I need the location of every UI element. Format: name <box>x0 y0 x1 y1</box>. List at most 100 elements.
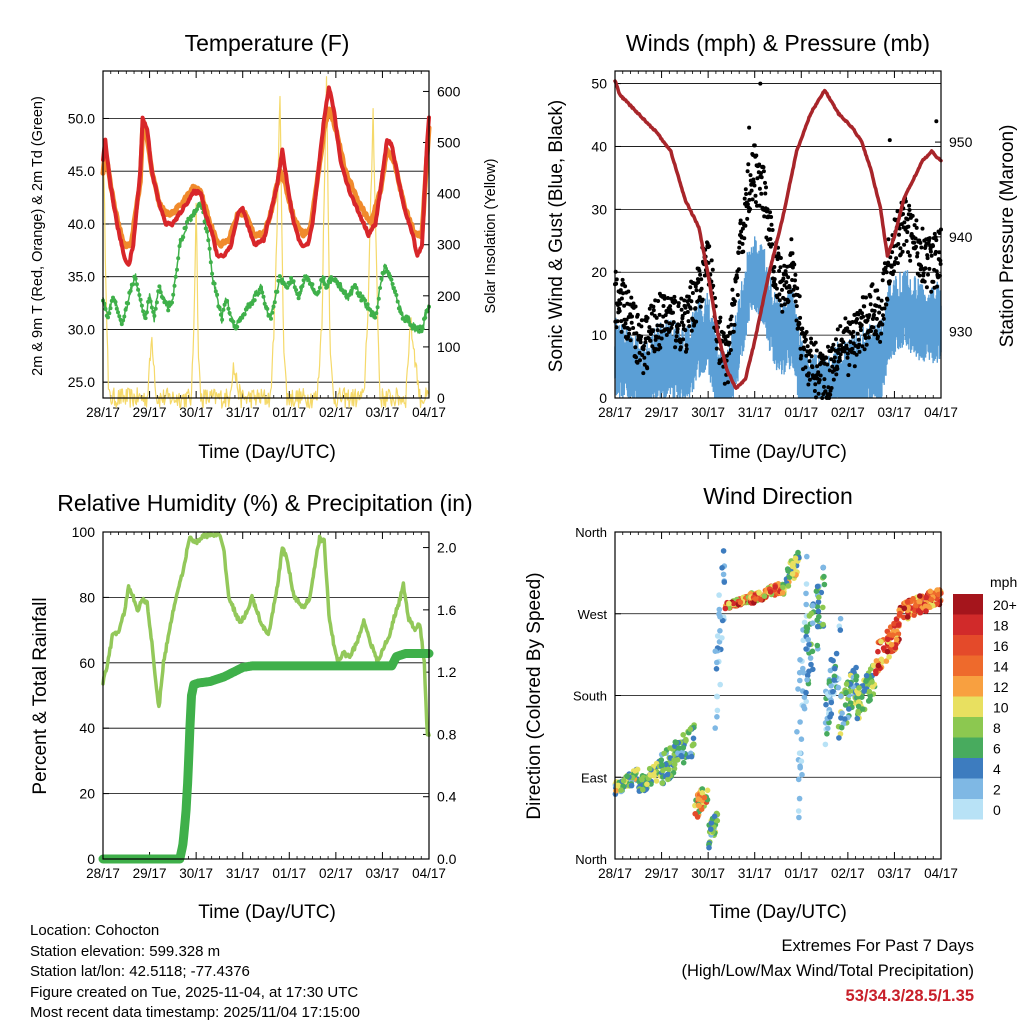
direction-point <box>772 584 778 590</box>
gust-point <box>697 268 702 273</box>
gust-point <box>630 314 634 319</box>
dewpoint-point <box>173 274 178 279</box>
direction-point <box>647 772 654 778</box>
gust-point <box>634 331 639 336</box>
gust-point <box>926 272 930 277</box>
direction-point <box>886 632 893 638</box>
gust-point <box>747 191 752 196</box>
right-tick-label: 200 <box>437 288 461 304</box>
gust-point <box>695 277 700 282</box>
gust-point <box>816 391 821 396</box>
dewpoint-point <box>103 307 108 311</box>
gust-point <box>809 336 813 341</box>
right-tick-label: 950 <box>949 134 973 150</box>
speed-legend: mph 20+ 18 16 14 12 10 8 6 4 2 0 <box>953 574 1017 820</box>
gust-point <box>679 307 684 312</box>
direction-point <box>816 613 822 620</box>
direction-point <box>720 548 727 554</box>
gust-point <box>673 345 678 350</box>
x-tick-label: 03/17 <box>878 405 912 420</box>
direction-point <box>831 677 837 683</box>
dewpoint-point <box>213 289 218 294</box>
dewpoint-point <box>240 315 245 320</box>
rh-ylabel-left: Percent & Total Rainfall <box>30 597 51 794</box>
direction-point <box>880 645 887 651</box>
y-tick-label: 20 <box>591 264 607 280</box>
direction-point <box>795 808 802 814</box>
gust-point <box>623 284 628 289</box>
gust-point <box>668 304 673 309</box>
dewpoint-point <box>259 285 263 290</box>
gust-point <box>934 269 939 274</box>
gust-point <box>744 192 749 196</box>
dewpoint-point <box>207 246 212 251</box>
dewpoint-point <box>206 238 211 243</box>
gust-point <box>622 303 627 308</box>
legend-swatch <box>953 799 983 820</box>
gust-point <box>629 320 634 325</box>
gust-point <box>651 304 656 309</box>
gust-point <box>786 275 791 280</box>
gust-point <box>688 306 693 311</box>
direction-point <box>815 608 822 615</box>
direction-point <box>714 707 721 714</box>
gust-point <box>772 265 777 269</box>
gust-point <box>742 236 747 241</box>
direction-point <box>801 694 808 700</box>
gust-point <box>856 312 861 317</box>
direction-point <box>800 703 807 710</box>
gust-point <box>693 284 698 289</box>
gust-point <box>683 328 688 333</box>
dewpoint-point <box>389 277 394 282</box>
gust-point <box>775 257 780 262</box>
dewpoint-point <box>379 276 384 281</box>
gust-point <box>862 304 867 309</box>
gust-point <box>787 285 792 290</box>
gust-point <box>910 213 915 218</box>
y-tick-label: 60 <box>79 655 95 671</box>
gust-point <box>838 352 843 357</box>
gust-point <box>918 240 923 245</box>
gust-point <box>672 294 677 299</box>
right-tick-label: 930 <box>949 324 973 340</box>
gust-point <box>898 246 903 251</box>
gust-point <box>706 245 711 250</box>
gust-point <box>729 314 734 319</box>
dewpoint-point <box>403 319 408 324</box>
gust-point <box>798 315 803 320</box>
y-tick-label: 30.0 <box>68 321 95 337</box>
gust-point <box>931 279 936 284</box>
gust-point <box>664 333 669 337</box>
dewpoint-point <box>149 305 154 310</box>
gust-point <box>915 254 920 259</box>
direction-point <box>803 689 809 696</box>
gust-point <box>671 320 676 325</box>
direction-point <box>720 571 727 578</box>
gust-point <box>765 207 770 212</box>
gust-point <box>731 329 736 334</box>
gust-point <box>759 175 764 180</box>
direction-point <box>916 598 922 605</box>
gust-point <box>777 298 782 303</box>
right-tick-label: 400 <box>437 186 461 202</box>
gust-point <box>780 287 784 292</box>
dewpoint-point <box>183 225 188 230</box>
y-tick-label: 0 <box>87 851 95 867</box>
gust-point <box>772 277 777 282</box>
dewpoint-point <box>390 282 395 286</box>
direction-point <box>795 776 802 783</box>
x-tick-label: 03/17 <box>366 866 400 881</box>
gust-point <box>664 319 669 324</box>
dewpoint-point <box>354 285 359 290</box>
y-tick-label: 80 <box>79 589 95 605</box>
direction-point <box>869 679 875 685</box>
gust-point <box>842 349 847 354</box>
gust-point <box>789 237 794 242</box>
gust-point <box>655 328 660 333</box>
gust-point <box>700 297 705 302</box>
gust-point <box>904 239 909 243</box>
x-tick-label: 02/17 <box>319 405 353 420</box>
x-tick-label: 04/17 <box>412 405 446 420</box>
gust-point <box>799 353 804 358</box>
direction-point <box>658 757 665 763</box>
